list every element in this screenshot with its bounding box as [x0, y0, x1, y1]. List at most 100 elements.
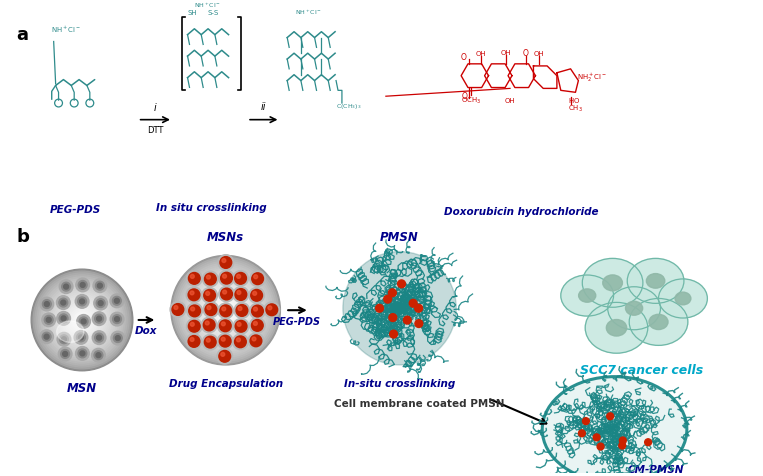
Circle shape: [114, 334, 122, 343]
Circle shape: [62, 337, 66, 342]
Circle shape: [222, 259, 226, 263]
Ellipse shape: [585, 303, 648, 354]
Circle shape: [204, 274, 216, 285]
Circle shape: [597, 443, 604, 450]
Circle shape: [80, 351, 85, 356]
Circle shape: [233, 334, 248, 350]
Circle shape: [76, 295, 89, 308]
Circle shape: [196, 281, 255, 340]
Text: MSNs: MSNs: [207, 230, 244, 243]
Circle shape: [398, 280, 405, 288]
Circle shape: [236, 305, 248, 317]
Circle shape: [219, 351, 230, 362]
Circle shape: [217, 318, 233, 334]
Circle shape: [206, 291, 245, 330]
Circle shape: [210, 295, 241, 326]
Text: i: i: [154, 103, 156, 113]
Circle shape: [110, 294, 124, 308]
Circle shape: [77, 315, 91, 328]
Circle shape: [79, 299, 85, 304]
Circle shape: [212, 297, 240, 324]
Circle shape: [60, 280, 73, 294]
Circle shape: [74, 331, 88, 345]
Circle shape: [187, 271, 265, 349]
Circle shape: [80, 318, 84, 322]
Circle shape: [61, 300, 66, 306]
Circle shape: [205, 304, 217, 316]
Circle shape: [76, 315, 88, 326]
Ellipse shape: [542, 377, 687, 476]
Circle shape: [79, 281, 87, 290]
Circle shape: [63, 352, 68, 357]
Circle shape: [186, 288, 201, 303]
Circle shape: [42, 333, 51, 341]
Circle shape: [582, 418, 589, 425]
Circle shape: [221, 288, 233, 300]
Circle shape: [47, 285, 118, 356]
Circle shape: [44, 335, 49, 339]
Circle shape: [204, 289, 247, 332]
Circle shape: [594, 434, 600, 441]
Ellipse shape: [675, 293, 691, 305]
Circle shape: [217, 303, 233, 318]
Circle shape: [191, 307, 195, 311]
Ellipse shape: [658, 279, 707, 318]
Circle shape: [224, 308, 227, 313]
Text: Drug Encapsulation: Drug Encapsulation: [169, 378, 283, 388]
Text: PMSN: PMSN: [380, 230, 419, 243]
Circle shape: [95, 282, 105, 290]
Circle shape: [111, 331, 124, 345]
Circle shape: [202, 287, 249, 334]
Circle shape: [218, 303, 233, 319]
Circle shape: [70, 308, 94, 332]
Circle shape: [53, 291, 111, 349]
Circle shape: [218, 255, 233, 271]
Ellipse shape: [603, 275, 623, 291]
Circle shape: [114, 299, 119, 304]
Circle shape: [185, 269, 267, 351]
Circle shape: [235, 273, 246, 285]
Circle shape: [219, 336, 231, 347]
Text: PEG-PDS: PEG-PDS: [50, 205, 101, 215]
Circle shape: [59, 297, 105, 344]
Circle shape: [37, 276, 127, 365]
Text: DTT: DTT: [147, 126, 163, 135]
Ellipse shape: [649, 315, 668, 330]
Circle shape: [234, 303, 250, 318]
Circle shape: [98, 284, 102, 288]
Text: In situ crosslinking: In situ crosslinking: [156, 202, 266, 212]
Circle shape: [223, 290, 227, 295]
Text: $\rm CH_3$: $\rm CH_3$: [568, 104, 583, 114]
Circle shape: [35, 274, 129, 367]
Circle shape: [203, 319, 215, 331]
Circle shape: [220, 305, 232, 317]
Circle shape: [252, 320, 263, 332]
Circle shape: [171, 256, 280, 365]
Circle shape: [233, 271, 249, 287]
Circle shape: [72, 310, 92, 330]
Circle shape: [49, 287, 115, 354]
Circle shape: [110, 313, 124, 326]
Circle shape: [60, 314, 68, 323]
Circle shape: [186, 334, 202, 349]
Circle shape: [186, 319, 202, 334]
Ellipse shape: [646, 274, 665, 288]
Circle shape: [74, 313, 90, 328]
Circle shape: [114, 317, 120, 322]
Circle shape: [40, 330, 53, 344]
Circle shape: [47, 317, 51, 323]
Circle shape: [607, 413, 613, 420]
Circle shape: [198, 283, 253, 338]
Circle shape: [61, 350, 69, 358]
Circle shape: [390, 330, 398, 338]
Circle shape: [57, 333, 71, 347]
Circle shape: [188, 289, 200, 301]
Circle shape: [191, 275, 195, 279]
Circle shape: [343, 252, 456, 365]
Circle shape: [619, 442, 626, 449]
Circle shape: [252, 273, 263, 285]
Circle shape: [204, 290, 215, 302]
Circle shape: [97, 336, 101, 340]
Circle shape: [250, 271, 266, 287]
Ellipse shape: [582, 259, 643, 307]
